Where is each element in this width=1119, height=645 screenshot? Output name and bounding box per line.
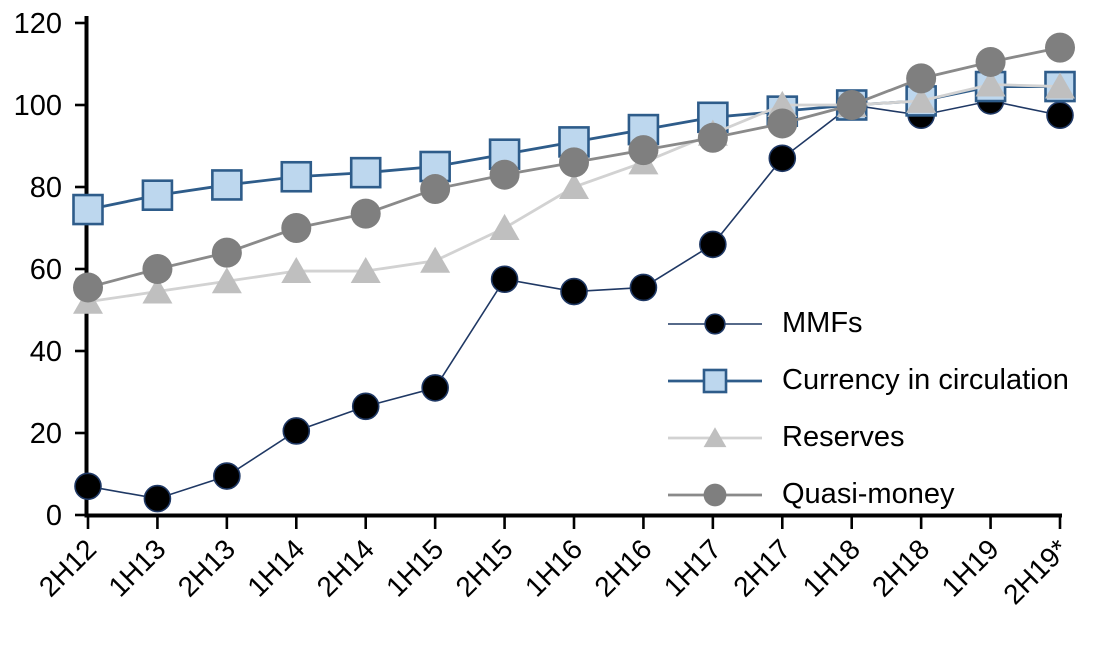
- svg-text:2H15: 2H15: [450, 533, 519, 602]
- legend-item-mmfs: MMFs: [668, 302, 1069, 345]
- svg-text:2H19*: 2H19*: [997, 533, 1074, 610]
- svg-text:1H14: 1H14: [241, 533, 310, 602]
- svg-text:1H15: 1H15: [380, 533, 449, 602]
- legend-label: Currency in circulation: [782, 364, 1069, 396]
- svg-text:120: 120: [14, 8, 62, 40]
- svg-text:2H14: 2H14: [311, 533, 380, 602]
- legend-label: Quasi-money: [782, 478, 955, 510]
- svg-text:40: 40: [30, 336, 62, 368]
- svg-text:0: 0: [46, 500, 62, 532]
- svg-text:1H18: 1H18: [797, 533, 866, 602]
- legend-label: Reserves: [782, 421, 905, 453]
- svg-text:100: 100: [14, 90, 62, 122]
- line-circle-marker-icon: [668, 483, 762, 506]
- line-triangle-marker-icon: [668, 426, 762, 447]
- svg-text:20: 20: [30, 418, 62, 450]
- svg-text:1H13: 1H13: [102, 533, 171, 602]
- legend-label: MMFs: [782, 307, 863, 339]
- legend-item-currency-in-circulation: Currency in circulation: [668, 359, 1069, 402]
- svg-text:60: 60: [30, 254, 62, 286]
- svg-text:2H16: 2H16: [588, 533, 657, 602]
- svg-text:80: 80: [30, 172, 62, 204]
- svg-text:2H17: 2H17: [727, 533, 796, 602]
- legend-item-quasi-money: Quasi-money: [668, 473, 1069, 516]
- svg-text:2H12: 2H12: [33, 533, 102, 602]
- svg-text:2H18: 2H18: [866, 533, 935, 602]
- svg-text:2H13: 2H13: [172, 533, 241, 602]
- svg-text:1H16: 1H16: [519, 533, 588, 602]
- svg-text:1H19: 1H19: [936, 533, 1005, 602]
- svg-text:1H17: 1H17: [658, 533, 727, 602]
- chart-legend: MMFs Currency in circulation Reserves Qu…: [668, 302, 1069, 516]
- legend-item-reserves: Reserves: [668, 416, 1069, 459]
- line-square-marker-icon: [668, 368, 762, 393]
- line-circle-marker-icon: [668, 312, 762, 335]
